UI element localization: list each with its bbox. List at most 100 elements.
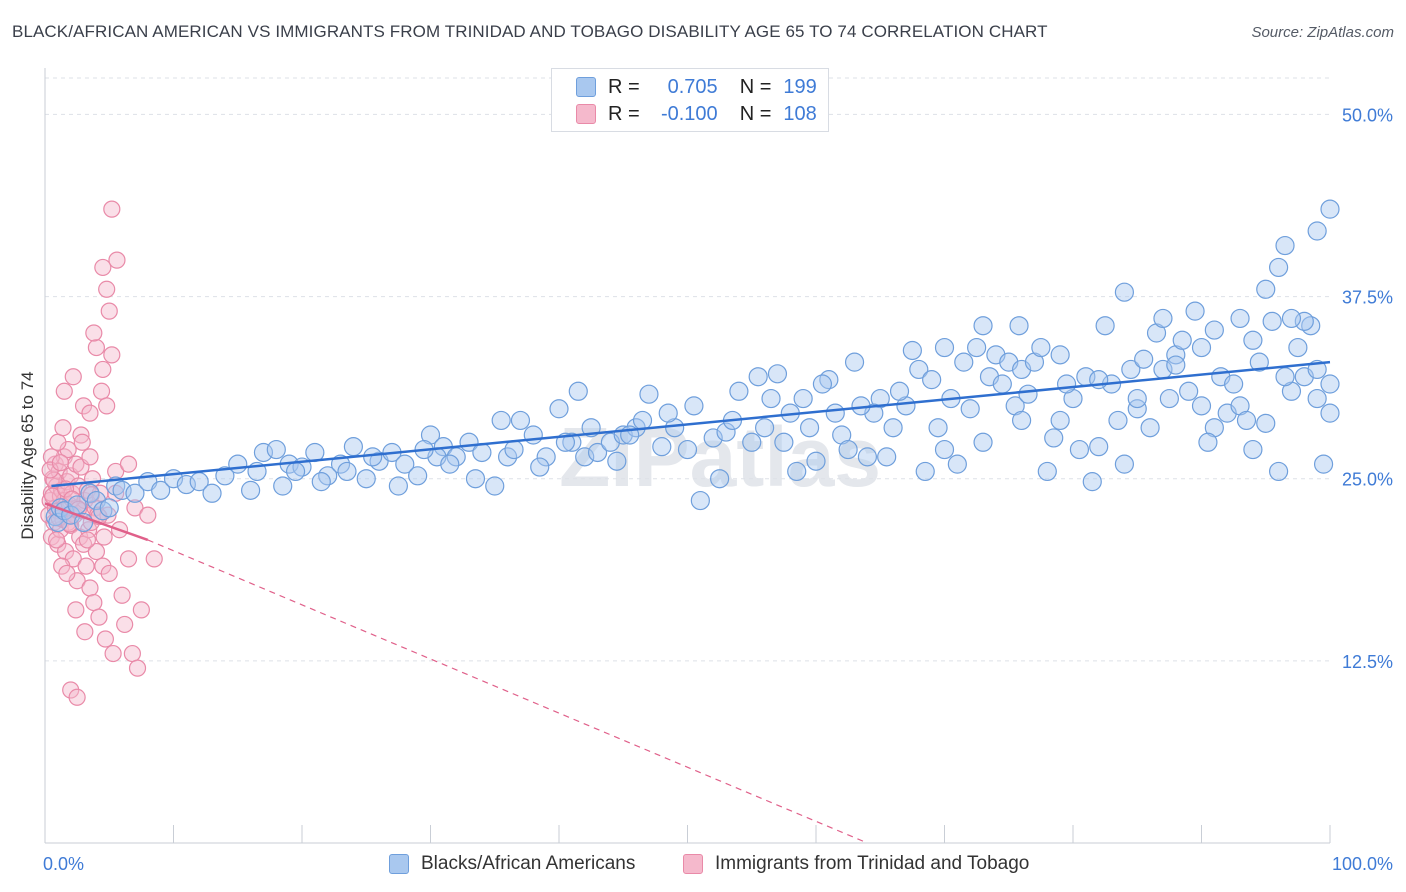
black-point bbox=[742, 432, 762, 452]
black-point bbox=[523, 425, 543, 445]
black-point bbox=[1268, 461, 1289, 482]
black-point bbox=[363, 447, 383, 467]
black-point bbox=[1121, 359, 1141, 380]
black-point bbox=[1159, 388, 1179, 409]
black-point bbox=[928, 418, 948, 438]
black-point bbox=[902, 340, 922, 361]
legend-row-trinidad: R = -0.100 N = 108 bbox=[576, 102, 817, 126]
black-point bbox=[1204, 320, 1224, 340]
black-point bbox=[825, 403, 845, 423]
black-point bbox=[1230, 308, 1250, 329]
pink-swatch bbox=[576, 104, 596, 124]
trinidad-point bbox=[145, 550, 163, 568]
black-point bbox=[498, 447, 518, 467]
black-point bbox=[1050, 345, 1070, 365]
n-label: N = bbox=[739, 75, 772, 98]
trinidad-point bbox=[64, 368, 82, 386]
trinidad-point bbox=[85, 324, 103, 342]
black-point bbox=[228, 454, 248, 474]
black-point bbox=[510, 410, 531, 431]
black-point bbox=[151, 480, 171, 500]
black-point bbox=[710, 469, 730, 489]
trinidad-point bbox=[128, 659, 147, 677]
black-point bbox=[684, 396, 704, 416]
black-point bbox=[472, 442, 492, 463]
trinidad-point bbox=[72, 426, 90, 444]
trinidad-point bbox=[95, 528, 113, 546]
black-point bbox=[1191, 337, 1212, 358]
trinidad-point bbox=[119, 455, 138, 473]
black-point bbox=[915, 461, 935, 482]
black-point bbox=[1288, 337, 1308, 358]
y-axis-label: Disability Age 65 to 74 bbox=[18, 371, 37, 539]
black-point bbox=[1275, 367, 1295, 387]
black-point bbox=[716, 422, 736, 442]
x-tick-label: 100.0% bbox=[1332, 854, 1393, 874]
trinidad-point bbox=[67, 601, 85, 619]
black-point bbox=[857, 447, 878, 467]
black-point bbox=[1089, 437, 1109, 457]
blacks-trend-line bbox=[51, 360, 1331, 488]
trinidad-point bbox=[81, 579, 99, 597]
blue-swatch bbox=[576, 77, 596, 97]
x-tick-label: 0.0% bbox=[43, 854, 84, 874]
black-point bbox=[440, 454, 460, 474]
black-point bbox=[639, 384, 659, 404]
trinidad-point bbox=[119, 550, 138, 568]
black-point bbox=[1018, 384, 1038, 404]
black-point bbox=[954, 352, 974, 372]
black-point bbox=[549, 399, 569, 419]
black-point bbox=[787, 461, 807, 482]
black-point bbox=[1095, 316, 1115, 336]
black-point bbox=[343, 437, 363, 457]
black-point bbox=[1243, 439, 1263, 460]
black-point bbox=[889, 381, 910, 401]
black-point bbox=[934, 439, 955, 460]
black-point bbox=[806, 451, 826, 471]
trinidad-point bbox=[77, 557, 95, 575]
black-point bbox=[934, 337, 955, 358]
trinidad-point bbox=[103, 200, 121, 218]
black-point bbox=[1281, 308, 1302, 329]
black-point bbox=[1275, 235, 1295, 256]
black-point bbox=[909, 359, 929, 380]
trinidad-point bbox=[51, 454, 70, 472]
black-point bbox=[1037, 461, 1057, 482]
y-tick-label: 37.5% bbox=[1342, 288, 1393, 308]
black-point bbox=[1191, 396, 1212, 416]
black-point bbox=[1198, 432, 1218, 452]
black-point bbox=[1134, 349, 1154, 369]
trinidad-point bbox=[94, 258, 112, 277]
black-point bbox=[1320, 199, 1340, 219]
trinidad-point bbox=[68, 688, 86, 706]
black-point bbox=[838, 439, 858, 460]
trinidad-point bbox=[103, 346, 121, 364]
trinidad-point bbox=[58, 564, 76, 583]
black-point bbox=[799, 418, 820, 438]
source-label: Source: ZipAtlas.com bbox=[1251, 24, 1394, 41]
black-point bbox=[992, 374, 1012, 394]
watermark: ZIPatlas bbox=[559, 410, 881, 504]
trinidad-point bbox=[49, 433, 67, 451]
black-point bbox=[388, 476, 408, 496]
trinidad-point bbox=[81, 404, 99, 422]
trinidad-point bbox=[98, 280, 116, 298]
black-point bbox=[575, 447, 595, 467]
trinidad-point bbox=[42, 448, 61, 466]
black-point bbox=[1011, 410, 1032, 431]
n-value: 108 bbox=[783, 102, 817, 125]
trinidad-point bbox=[76, 623, 94, 641]
pink-swatch bbox=[683, 854, 703, 874]
black-point bbox=[812, 374, 833, 394]
black-point bbox=[960, 399, 980, 419]
y-tick-label: 25.0% bbox=[1342, 470, 1393, 490]
trinidad-point bbox=[123, 644, 141, 663]
black-point bbox=[356, 469, 376, 489]
black-point bbox=[774, 432, 794, 452]
black-point bbox=[607, 451, 627, 471]
black-point bbox=[1320, 374, 1340, 394]
trinidad-point bbox=[104, 644, 122, 663]
trinidad-point bbox=[113, 586, 131, 604]
black-point bbox=[652, 437, 672, 457]
n-value: 199 bbox=[783, 75, 817, 98]
